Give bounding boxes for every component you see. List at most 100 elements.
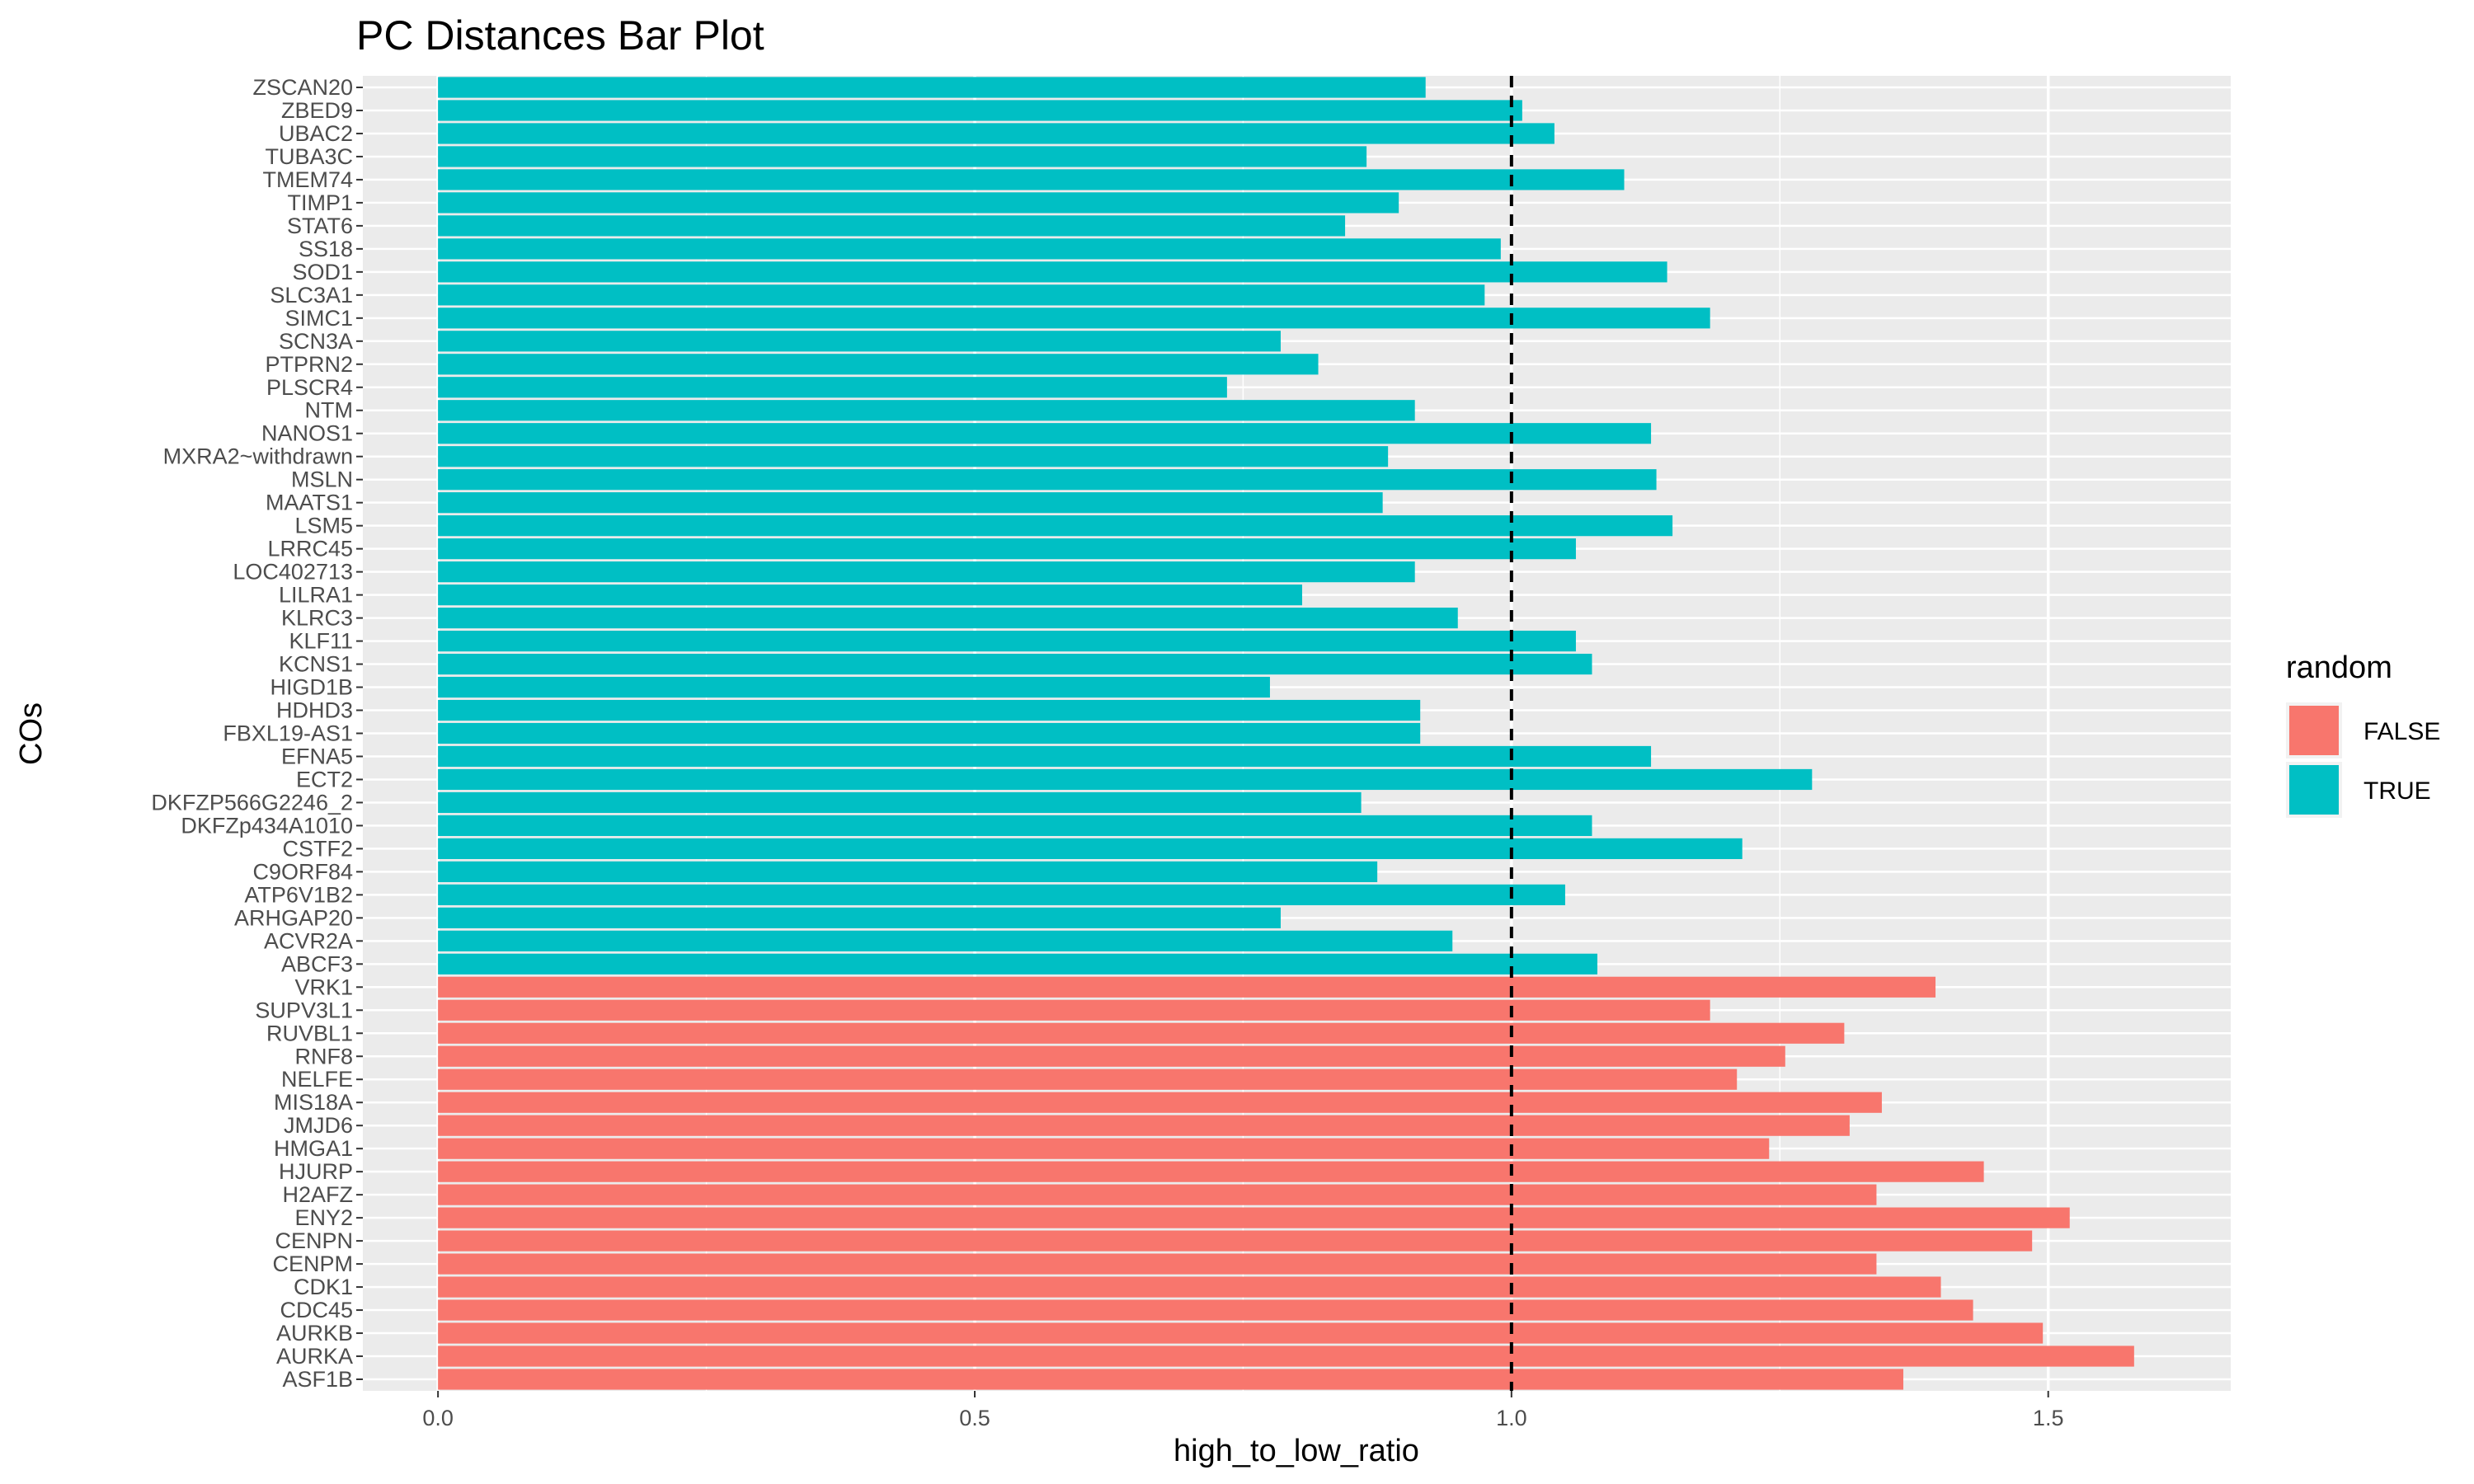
y-tick-label: SUPV3L1 (255, 998, 353, 1022)
y-tick-label: ASF1B (282, 1367, 353, 1392)
bar-ZBED9 (438, 100, 1522, 121)
bar-HMGA1 (438, 1138, 1770, 1159)
bar-LRRC45 (438, 538, 1576, 560)
bar-ARHGAP20 (438, 907, 1281, 928)
bar-DKFZP566G2246_2 (438, 791, 1362, 814)
bar-FBXL19-AS1 (438, 722, 1421, 744)
bar-LOC402713 (438, 561, 1415, 583)
y-tick-label: CSTF2 (282, 836, 353, 861)
bar-UBAC2 (438, 123, 1554, 144)
bar-CSTF2 (438, 838, 1743, 860)
bar-ZSCAN20 (438, 77, 1426, 98)
y-tick-label: KCNS1 (279, 652, 353, 677)
bar-JMJD6 (438, 1115, 1850, 1136)
x-tick-label: 1.0 (1496, 1406, 1527, 1430)
bar-AURKA (438, 1345, 2134, 1367)
bar-ABCF3 (438, 953, 1597, 974)
bar-KLRC3 (438, 607, 1458, 629)
bars (438, 77, 2134, 1390)
y-tick-label: HMGA1 (274, 1136, 353, 1161)
y-tick-label: NELFE (281, 1067, 353, 1092)
bar-CDK1 (438, 1276, 1941, 1298)
bar-SCN3A (438, 331, 1281, 352)
y-tick-label: TUBA3C (265, 144, 353, 169)
bar-EFNA5 (438, 745, 1652, 768)
y-tick-label: LILRA1 (279, 583, 353, 608)
bar-SS18 (438, 238, 1501, 260)
x-axis-title: high_to_low_ratio (1174, 1434, 1419, 1468)
legend-label-true: TRUE (2363, 777, 2431, 805)
bar-LSM5 (438, 515, 1673, 537)
y-tick-label: DKFZP566G2246_2 (151, 790, 353, 815)
y-tick-label: HDHD3 (276, 698, 353, 723)
bar-MAATS1 (438, 492, 1383, 514)
y-tick-label: HJURP (279, 1159, 353, 1184)
x-tick-labels: 0.0 0.5 1.0 1.5 (422, 1391, 2063, 1430)
y-tick-labels: ZSCAN20ZBED9UBAC2TUBA3CTMEM74TIMP1STAT6S… (151, 75, 363, 1392)
y-tick-label: ENY2 (294, 1205, 353, 1230)
bar-PTPRN2 (438, 354, 1319, 375)
y-tick-label: ZSCAN20 (252, 75, 353, 100)
bar-SIMC1 (438, 308, 1710, 329)
bar-HIGD1B (438, 676, 1270, 698)
bar-ACVR2A (438, 930, 1453, 951)
y-tick-label: ZBED9 (281, 98, 353, 123)
y-tick-label: HIGD1B (270, 675, 353, 700)
y-tick-label: DKFZp434A1010 (181, 813, 353, 838)
y-tick-label: MSLN (291, 467, 353, 492)
y-tick-label: SIMC1 (285, 306, 353, 331)
y-tick-label: SLC3A1 (270, 283, 353, 308)
y-tick-label: CDC45 (280, 1298, 353, 1322)
bar-CENPN (438, 1230, 2033, 1252)
bar-SOD1 (438, 261, 1667, 283)
bar-ATP6V1B2 (438, 884, 1565, 905)
bar-CENPM (438, 1253, 1877, 1275)
y-tick-label: RUVBL1 (266, 1021, 353, 1045)
y-tick-label: MAATS1 (266, 491, 353, 515)
legend-title: random (2286, 650, 2392, 685)
y-tick-label: EFNA5 (281, 744, 353, 768)
bar-KLF11 (438, 630, 1576, 652)
y-tick-label: MXRA2~withdrawn (163, 444, 353, 469)
y-tick-label: KLF11 (289, 629, 353, 654)
y-tick-label: CENPM (272, 1252, 353, 1276)
bar-MSLN (438, 469, 1657, 491)
y-tick-label: NANOS1 (261, 421, 353, 446)
y-tick-label: CENPN (275, 1228, 353, 1253)
bar-PLSCR4 (438, 377, 1227, 398)
y-tick-label: VRK1 (294, 974, 353, 999)
legend-swatch-false (2289, 706, 2339, 755)
bar-SUPV3L1 (438, 999, 1710, 1021)
y-tick-label: AURKB (276, 1321, 353, 1345)
y-tick-label: FBXL19-AS1 (223, 721, 353, 746)
bar-H2AFZ (438, 1184, 1877, 1205)
y-tick-label: ECT2 (296, 767, 353, 791)
y-tick-label: LSM5 (294, 514, 353, 538)
y-tick-label: ABCF3 (281, 951, 353, 976)
y-tick-label: RNF8 (294, 1044, 353, 1068)
bar-CDC45 (438, 1299, 1973, 1321)
y-tick-label: JMJD6 (284, 1113, 353, 1138)
bar-NELFE (438, 1068, 1738, 1090)
bar-TIMP1 (438, 192, 1399, 214)
chart-title: PC Distances Bar Plot (356, 12, 764, 59)
y-tick-label: SS18 (299, 237, 353, 261)
y-axis-title: COs (14, 702, 49, 765)
x-tick-label: 0.5 (959, 1406, 990, 1430)
y-tick-label: C9ORF84 (252, 859, 353, 884)
bar-ENY2 (438, 1207, 2070, 1228)
y-tick-label: NTM (305, 398, 353, 423)
legend-swatch-true (2289, 765, 2339, 815)
bar-MXRA2~withdrawn (438, 446, 1389, 467)
bar-NANOS1 (438, 423, 1652, 444)
bar-HJURP (438, 1161, 1984, 1182)
y-tick-label: TIMP1 (287, 190, 353, 215)
bar-AURKB (438, 1322, 2044, 1344)
y-tick-label: LOC402713 (233, 560, 353, 585)
y-tick-label: PLSCR4 (266, 375, 353, 400)
y-tick-label: AURKA (276, 1344, 353, 1369)
bar-RUVBL1 (438, 1022, 1845, 1044)
bar-KCNS1 (438, 653, 1592, 675)
y-tick-label: H2AFZ (282, 1182, 353, 1207)
y-tick-label: CDK1 (294, 1275, 353, 1299)
